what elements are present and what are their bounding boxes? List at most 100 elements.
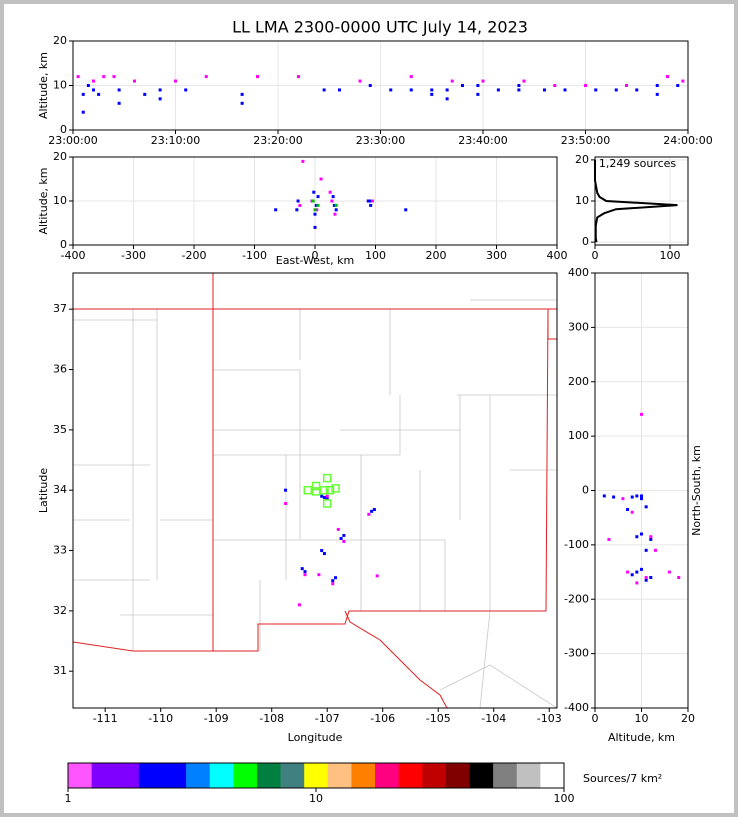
- source-point: [311, 199, 315, 203]
- y-axis-label: North-South, km: [690, 445, 703, 536]
- source-point: [409, 88, 413, 92]
- source-point: [240, 92, 244, 96]
- x-tick-label: -111: [93, 712, 118, 725]
- color-box: [186, 763, 211, 788]
- color-box: [115, 763, 140, 788]
- source-point: [640, 497, 643, 501]
- source-point: [635, 535, 639, 539]
- source-point: [315, 208, 319, 212]
- source-point: [333, 212, 337, 216]
- source-point: [331, 579, 335, 583]
- source-point: [322, 495, 326, 499]
- color-box: [162, 763, 187, 788]
- title: LL LMA 2300-0000 UTC July 14, 2023: [232, 18, 528, 37]
- y-tick-label: 32: [53, 604, 67, 617]
- y-tick-label: 20: [53, 34, 67, 47]
- y-tick-label: 0: [582, 484, 589, 497]
- source-point: [174, 79, 177, 83]
- y-tick-label: 100: [568, 429, 589, 442]
- y-axis-label: Latitude: [37, 468, 50, 514]
- color-box: [233, 763, 258, 788]
- source-point: [640, 567, 643, 571]
- source-point: [681, 79, 685, 83]
- source-point: [358, 79, 362, 83]
- source-point: [325, 497, 329, 501]
- source-point: [517, 88, 521, 92]
- x-tick-label: -100: [242, 249, 267, 262]
- source-point: [320, 549, 324, 553]
- y-tick-label: 37: [53, 302, 67, 315]
- y-tick-label: -400: [564, 701, 589, 714]
- source-point: [330, 199, 334, 203]
- x-tick-label: -200: [182, 249, 207, 262]
- borders: [72, 273, 558, 709]
- source-point: [256, 75, 259, 79]
- source-point: [640, 494, 643, 498]
- source-point: [366, 199, 370, 203]
- y-tick-label: 200: [568, 375, 589, 388]
- source-point: [522, 79, 526, 83]
- source-point: [81, 110, 85, 114]
- source-point: [461, 84, 464, 87]
- x-tick-label: -103: [537, 712, 562, 725]
- color-box: [304, 763, 329, 788]
- source-point: [621, 497, 625, 501]
- source-point: [445, 88, 449, 92]
- y-tick-label: 300: [568, 320, 589, 333]
- source-point: [655, 84, 659, 87]
- source-point: [640, 412, 643, 416]
- source-point: [644, 578, 648, 582]
- source-point: [368, 84, 372, 87]
- source-point: [92, 88, 95, 92]
- source-point: [450, 79, 454, 83]
- source-point: [476, 84, 480, 87]
- source-point: [322, 88, 326, 92]
- source-point: [76, 75, 80, 79]
- source-point: [313, 212, 317, 216]
- y-tick-label: 0: [60, 238, 67, 251]
- source-point: [316, 203, 320, 207]
- source-point: [635, 494, 639, 498]
- source-point: [300, 567, 304, 571]
- source-point: [677, 576, 681, 579]
- x-tick-label: -107: [315, 712, 340, 725]
- color-box: [422, 763, 447, 788]
- color-box: [375, 763, 399, 788]
- source-point: [496, 88, 500, 92]
- colorbar-label: Sources/7 km²: [583, 772, 662, 785]
- source-point: [317, 573, 321, 577]
- source-point: [370, 509, 374, 513]
- source-point: [295, 208, 299, 212]
- source-point: [635, 88, 639, 92]
- source-point: [476, 92, 480, 96]
- color-box: [209, 763, 234, 788]
- source-point: [666, 75, 669, 79]
- panel: 0 100 0 10 20: [575, 153, 688, 262]
- source-point: [284, 501, 288, 505]
- y-tick-label: 35: [53, 423, 67, 436]
- source-point: [445, 97, 449, 101]
- color-box: [540, 763, 565, 788]
- source-point: [334, 208, 338, 212]
- y-tick-label: -300: [564, 647, 589, 660]
- x-tick-label: 0: [312, 249, 319, 262]
- color-box: [493, 763, 518, 788]
- y-axis-label: Altitude, km: [37, 167, 50, 234]
- source-point: [649, 576, 653, 579]
- y-tick-label: 33: [53, 544, 67, 557]
- color-box: [138, 763, 163, 788]
- source-point: [614, 88, 618, 92]
- source-point: [342, 539, 346, 543]
- source-point: [602, 494, 606, 498]
- color-box: [327, 763, 352, 788]
- x-tick-label: -300: [121, 249, 146, 262]
- source-point: [635, 570, 639, 574]
- tick-label: 10: [309, 792, 323, 805]
- source-point: [158, 88, 162, 92]
- x-tick-label: 10: [635, 712, 649, 725]
- source-point: [543, 88, 546, 92]
- y-tick-label: 0: [582, 235, 589, 248]
- station: [311, 481, 321, 491]
- source-point: [653, 548, 657, 552]
